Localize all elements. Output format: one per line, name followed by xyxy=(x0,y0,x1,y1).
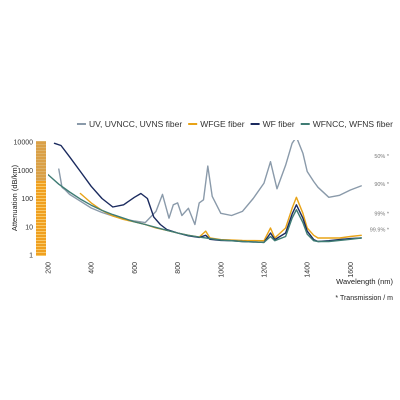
x-tick-label: 200 xyxy=(46,262,53,274)
transmission-annotations: 50% * 90% * 99% * 99.9% * xyxy=(370,154,390,234)
y-tick-label: 1000 xyxy=(17,168,33,175)
x-axis-label: Wavelength (nm) xyxy=(336,277,393,286)
legend-label: WFNCC, WFNS fiber xyxy=(313,119,393,129)
series-lines xyxy=(48,140,362,244)
transmission-label: 99.9% * xyxy=(370,227,390,233)
transmission-label: 99% * xyxy=(374,211,390,217)
y-tick-label: 10000 xyxy=(14,140,34,147)
y-tick-label: 100 xyxy=(21,196,33,203)
x-tick-label: 1400 xyxy=(305,262,312,278)
footnote-transmission: * Transmission / m xyxy=(335,295,393,302)
series-line-1 xyxy=(79,192,362,242)
y-axis-label: Attenuation (dB/km) xyxy=(10,164,19,231)
y-tick-label: 10 xyxy=(25,224,33,231)
legend-label: WF fiber xyxy=(263,119,295,129)
x-tick-label: 1000 xyxy=(218,262,225,278)
y-tick-label: 1 xyxy=(29,253,33,260)
series-line-3 xyxy=(48,173,362,244)
wavelength-color-bar xyxy=(36,141,46,256)
x-tick-label: 400 xyxy=(89,262,96,274)
chart-legend: WFNCC, WFNS fiber WF fiber WFGE fiber UV, U… xyxy=(76,119,393,129)
legend-label: UV, UVNCC, UVNS fiber xyxy=(89,119,182,129)
x-tick-label: 600 xyxy=(132,262,139,274)
x-axis-ticks: 200 400 600 800 1000 1200 1400 1600 xyxy=(46,262,355,278)
series-line-2 xyxy=(53,142,362,244)
y-axis-ticks: 1 10 100 1000 10000 xyxy=(14,140,34,260)
wavelength-color-bar-shade xyxy=(36,141,46,181)
x-tick-label: 1200 xyxy=(262,262,269,278)
transmission-label: 90% * xyxy=(374,182,390,188)
x-tick-label: 800 xyxy=(175,262,182,274)
transmission-label: 50% * xyxy=(374,154,390,160)
x-tick-label: 1600 xyxy=(348,262,355,278)
legend-label: WFGE fiber xyxy=(200,119,245,129)
